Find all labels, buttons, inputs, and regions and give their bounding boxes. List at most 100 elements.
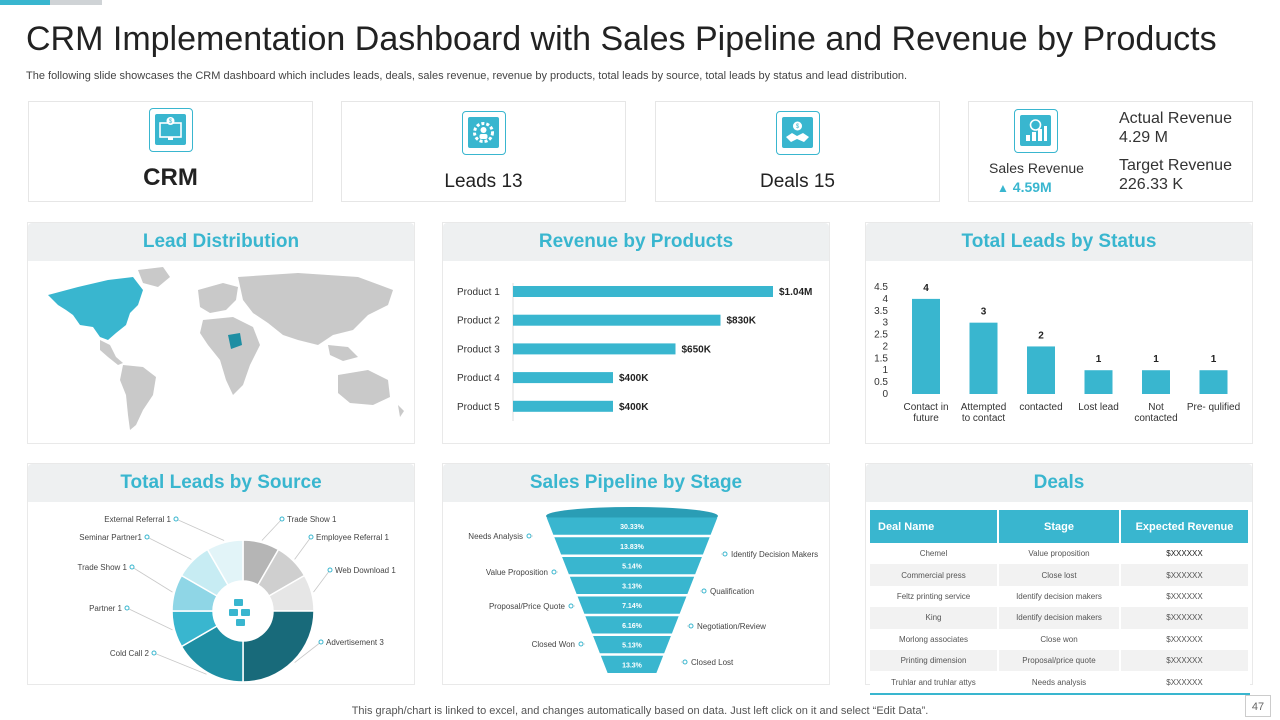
total-leads-by-status-title: Total Leads by Status — [866, 223, 1252, 261]
actual-revenue-value: 4.29 M — [1119, 129, 1168, 146]
deal-name-cell: Chemel — [870, 543, 999, 565]
target-revenue-label: Target Revenue — [1119, 157, 1232, 174]
status-ytick-label: 1 — [882, 365, 888, 376]
status-ytick-label: 2.5 — [874, 330, 888, 341]
deals-header-deal-name: Deal Name — [870, 510, 999, 543]
top-gray-bar — [50, 0, 102, 5]
funnel-segment — [593, 636, 671, 654]
source-label-dot — [318, 639, 324, 645]
source-leader-line — [313, 569, 331, 593]
map-asia — [238, 273, 393, 345]
deal-revenue-cell: $XXXXXX — [1120, 649, 1250, 672]
funnel-label-dot — [722, 551, 728, 557]
deal-stage-cell: Close won — [998, 628, 1121, 650]
map-new-zealand — [398, 405, 404, 417]
crm-card: $ CRM — [28, 101, 313, 202]
rev-data-label: $1.04M — [779, 287, 812, 298]
funnel-label-dot — [551, 569, 557, 575]
funnel-label-dot — [688, 623, 694, 629]
rev-bar — [513, 314, 721, 326]
funnel-segment — [600, 655, 664, 673]
rev-bar — [513, 400, 613, 412]
source-label: Cold Call 2 — [110, 649, 150, 658]
rev-bar — [513, 286, 773, 297]
target-revenue-value: 226.33 K — [1119, 176, 1184, 193]
table-row: Truhlar and truhlar attys Needs analysis $… — [870, 671, 1250, 693]
map-greenland — [138, 267, 170, 287]
sales-pipeline-panel: Sales Pipeline by Stage 30.33% 13.83% 5.14… — [442, 463, 830, 685]
funnel-segment — [554, 537, 710, 555]
map-central-america — [100, 340, 123, 365]
source-leader-line — [261, 518, 283, 541]
deal-revenue-cell: $XXXXXX — [1120, 585, 1250, 608]
sales-revenue-value: 4.59M — [1012, 179, 1052, 195]
funnel-value-label: 13.3% — [622, 662, 643, 669]
funnel-label-dot — [682, 659, 688, 665]
total-leads-by-source-panel: Total Leads by Source Trade Show 1 Employ… — [27, 463, 415, 685]
source-leader-line — [126, 607, 173, 631]
map-southeast-asia — [328, 345, 358, 361]
source-leader-line — [294, 536, 312, 560]
deal-revenue-cell: $XXXXXX — [1120, 607, 1250, 629]
status-category-label: Contact in — [903, 402, 948, 413]
rev-data-label: $830K — [727, 316, 757, 327]
table-row: Chemel Value proposition $XXXXXX — [870, 543, 1250, 565]
status-bar — [1142, 370, 1170, 394]
gear-person-icon — [462, 111, 506, 155]
deal-name-cell: Morlong associates — [870, 628, 999, 650]
source-label-dot — [129, 564, 135, 570]
page-subtitle: The following slide showcases the CRM da… — [26, 70, 908, 82]
funnel-stage-label: Needs Analysis — [468, 532, 523, 541]
map-australia — [338, 370, 390, 405]
sales-revenue-label: Sales Revenue — [989, 160, 1084, 176]
svg-text:$: $ — [169, 119, 173, 125]
revenue-card: Sales Revenue ▲ 4.59M Actual Revenue 4.2… — [968, 101, 1253, 202]
deal-name-cell: Printing dimension — [870, 649, 999, 672]
table-row: Morlong associates Close won $XXXXXX — [870, 628, 1250, 650]
actual-revenue-label: Actual Revenue — [1119, 110, 1232, 127]
source-leader-line — [146, 536, 192, 560]
lead-distribution-panel: Lead Distribution — [27, 222, 415, 444]
funnel-stage-label: Identify Decision Makers — [731, 550, 818, 559]
total-leads-by-source-title: Total Leads by Source — [28, 464, 414, 502]
source-label: Trade Show 1 — [287, 515, 337, 524]
source-slice — [242, 610, 315, 683]
svg-text:$: $ — [796, 124, 800, 130]
source-label-dot — [173, 516, 179, 522]
revenue-by-products-panel: Revenue by Products Product 1 $1.04M Produ… — [442, 222, 830, 444]
deal-name-cell: Feltz printing service — [870, 585, 999, 608]
status-category-label: contacted — [1019, 402, 1062, 413]
funnel-label-dot — [701, 588, 707, 594]
status-bar — [912, 298, 940, 394]
funnel-label-dot — [568, 603, 574, 609]
status-category-label: Pre- qulified — [1187, 402, 1240, 413]
status-data-label: 1 — [1211, 354, 1217, 365]
deal-stage-cell: Needs analysis — [998, 671, 1121, 693]
status-bar — [1027, 346, 1055, 394]
deal-stage-cell: Value proposition — [998, 543, 1121, 565]
funnel-segment — [585, 616, 679, 634]
leads-label: Leads 13 — [444, 171, 523, 192]
status-ytick-label: 3.5 — [874, 306, 888, 317]
source-leader-line — [175, 518, 225, 541]
deals-label: Deals 15 — [760, 171, 835, 192]
rev-bar — [513, 372, 613, 384]
deals-table-wrapper: Deal Name Stage Expected Revenue Chemel V… — [870, 510, 1250, 695]
top-accent-bar — [0, 0, 50, 5]
deal-stage-cell: Identify decision makers — [998, 585, 1121, 608]
status-category-label: to contact — [962, 413, 1006, 424]
map-north-america — [48, 277, 143, 340]
funnel-value-label: 5.13% — [622, 643, 643, 650]
status-category-label: contacted — [1134, 413, 1177, 424]
status-ytick-label: 4 — [882, 294, 888, 305]
rev-category-label: Product 5 — [457, 402, 500, 413]
deal-name-cell: Truhlar and truhlar attys — [870, 671, 999, 693]
map-africa — [200, 317, 260, 395]
funnel-value-label: 3.13% — [622, 583, 643, 590]
status-data-label: 3 — [981, 307, 987, 318]
deals-header-expected-revenue: Expected Revenue — [1120, 510, 1250, 543]
status-ytick-label: 2 — [882, 341, 888, 352]
footer-note: This graph/chart is linked to excel, and… — [351, 705, 929, 717]
status-ytick-label: 0 — [882, 389, 888, 400]
sales-pipeline-title: Sales Pipeline by Stage — [443, 464, 829, 502]
